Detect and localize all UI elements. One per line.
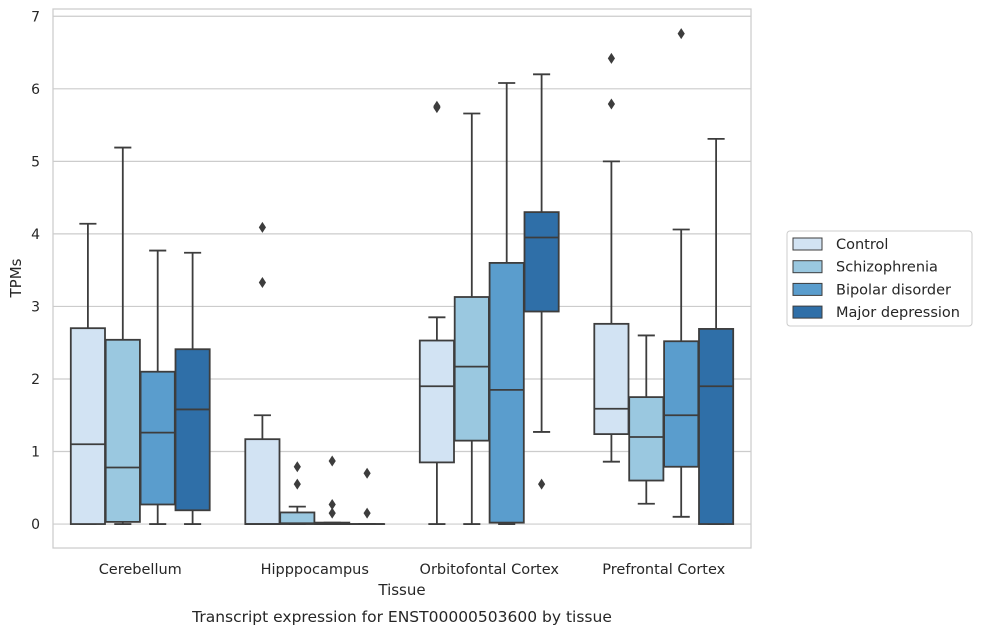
box-schizophrenia xyxy=(279,461,316,525)
x-tick-label: Orbitofontal Cortex xyxy=(420,562,560,578)
y-tick-label: 1 xyxy=(31,445,40,461)
outlier-point xyxy=(293,478,301,490)
y-tick-label: 0 xyxy=(31,517,40,533)
y-tick-labels: 0 1 2 3 4 5 6 7 xyxy=(31,9,40,533)
outlier-point xyxy=(258,276,266,288)
outlier-point xyxy=(328,507,336,519)
y-tick-label: 2 xyxy=(31,372,40,388)
y-tick-label: 4 xyxy=(31,227,40,243)
legend: Control Schizophrenia Bipolar disorder Majo… xyxy=(786,230,973,327)
outlier-point xyxy=(328,498,336,510)
outlier-point xyxy=(607,52,615,64)
box-bipolar-disorder xyxy=(663,28,700,518)
box-control xyxy=(244,221,281,525)
x-tick-label: Prefrontal Cortex xyxy=(602,562,725,578)
legend-swatch xyxy=(792,305,823,319)
iqr-box xyxy=(488,262,525,524)
legend-label: Control xyxy=(836,237,888,253)
iqr-box xyxy=(69,327,106,525)
box-bipolar-disorder xyxy=(139,249,176,525)
x-axis-label: Tissue xyxy=(377,581,425,599)
legend-swatch xyxy=(792,282,823,296)
outlier-point xyxy=(433,100,441,112)
outlier-point xyxy=(258,221,266,233)
iqr-box xyxy=(628,396,665,482)
iqr-box xyxy=(698,328,735,525)
legend-frame xyxy=(786,230,973,327)
boxes xyxy=(69,28,735,525)
legend-label: Schizophrenia xyxy=(836,260,938,276)
outlier-point xyxy=(607,98,615,110)
box-major-depression xyxy=(523,73,560,490)
iqr-box xyxy=(279,511,316,525)
legend-swatch xyxy=(792,237,823,251)
outlier-point xyxy=(677,28,685,40)
iqr-box xyxy=(174,348,211,512)
iqr-box xyxy=(139,370,176,506)
y-tick-label: 3 xyxy=(31,299,40,315)
x-tick-label: Hipppocampus xyxy=(261,562,369,578)
iqr-box xyxy=(418,339,455,464)
box-schizophrenia xyxy=(453,112,490,525)
x-tick-label: Cerebellum xyxy=(99,562,182,578)
y-tick-label: 7 xyxy=(31,9,40,25)
iqr-box xyxy=(523,211,560,313)
box-major-depression xyxy=(174,251,211,525)
chart-caption: Transcript expression for ENST0000050360… xyxy=(191,608,612,626)
legend-swatch xyxy=(792,260,823,274)
legend-label: Major depression xyxy=(836,305,960,321)
outlier-point xyxy=(363,467,371,479)
box-control xyxy=(418,100,455,525)
box-major-depression xyxy=(349,467,386,525)
iqr-box xyxy=(663,340,700,468)
iqr-box xyxy=(453,296,490,442)
outlier-point xyxy=(293,461,301,473)
y-tick-label: 6 xyxy=(31,82,40,98)
box-control xyxy=(69,222,106,525)
outlier-point xyxy=(328,455,336,467)
y-tick-label: 5 xyxy=(31,154,40,170)
box-schizophrenia xyxy=(628,334,665,505)
iqr-box xyxy=(244,438,281,525)
box-control xyxy=(593,52,630,463)
y-axis-label: TPMs xyxy=(7,258,25,298)
outlier-point xyxy=(538,478,546,490)
iqr-box xyxy=(593,322,630,436)
iqr-box xyxy=(104,338,141,523)
outlier-point xyxy=(363,507,371,519)
box-major-depression xyxy=(698,137,735,525)
legend-label: Bipolar disorder xyxy=(836,282,951,298)
box-schizophrenia xyxy=(104,146,141,525)
box-bipolar-disorder xyxy=(488,82,525,525)
x-tick-labels: Cerebellum Hipppocampus Orbitofontal Corte… xyxy=(99,562,726,578)
